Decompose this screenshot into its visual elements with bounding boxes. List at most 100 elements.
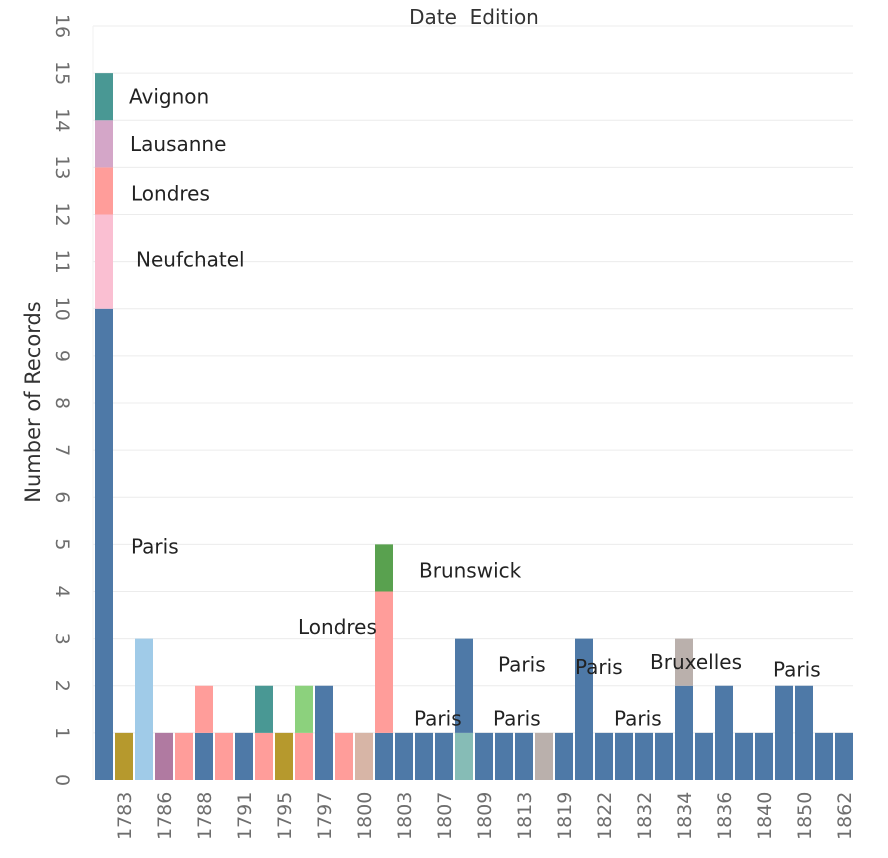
bar-segment[interactable]: [175, 732, 193, 780]
bar-segment[interactable]: [775, 685, 793, 780]
mark-label: Paris: [773, 657, 821, 681]
x-tick-label: 1862: [834, 792, 856, 840]
bars: [95, 73, 853, 780]
bar-segment[interactable]: [295, 732, 313, 780]
y-tick-label: 8: [51, 397, 73, 409]
gridlines: [92, 25, 853, 780]
mark-label: Paris: [614, 707, 662, 731]
x-tick-label: 1822: [594, 792, 616, 840]
bar-segment[interactable]: [835, 732, 853, 780]
y-tick-label: 4: [51, 585, 73, 597]
mark-label: Avignon: [129, 85, 209, 109]
x-tick-label: 1850: [794, 792, 816, 840]
mark-label: Paris: [498, 653, 546, 677]
y-tick-label: 2: [51, 680, 73, 692]
bar-segment[interactable]: [675, 685, 693, 780]
x-tick-label: 1836: [714, 792, 736, 840]
bar-segment[interactable]: [255, 732, 273, 780]
bar-segment[interactable]: [215, 732, 233, 780]
bar-segment[interactable]: [415, 732, 433, 780]
bar-segment[interactable]: [315, 685, 333, 780]
y-tick-label: 10: [51, 297, 73, 321]
y-tick-label: 16: [51, 14, 73, 38]
bar-segment[interactable]: [435, 732, 453, 780]
bar-segment[interactable]: [95, 308, 113, 780]
bar-segment[interactable]: [375, 591, 393, 733]
bar-segment[interactable]: [155, 732, 173, 780]
bar-segment[interactable]: [515, 732, 533, 780]
bar-segment[interactable]: [595, 732, 613, 780]
chart-title: Date Edition: [409, 5, 539, 29]
bar-segment[interactable]: [95, 167, 113, 215]
bar-segment[interactable]: [115, 732, 133, 780]
y-axis-title: Number of Records: [21, 301, 45, 502]
mark-labels: Avignon Lausanne Londres Neufchatel Paris Lon…: [129, 85, 821, 731]
x-tick-label: 1834: [674, 792, 696, 840]
bar-segment[interactable]: [695, 732, 713, 780]
x-tick-label: 1788: [194, 792, 216, 840]
y-tick-label: 9: [51, 350, 73, 362]
y-tick-label: 5: [51, 538, 73, 550]
bar-segment[interactable]: [495, 732, 513, 780]
bar-segment[interactable]: [95, 214, 113, 309]
x-tick-label: 1797: [314, 792, 336, 840]
bar-segment[interactable]: [755, 732, 773, 780]
bar-segment[interactable]: [255, 685, 273, 733]
x-tick-label: 1783: [114, 792, 136, 840]
bar-segment[interactable]: [655, 732, 673, 780]
x-tick-label: 1803: [394, 792, 416, 840]
bar-segment[interactable]: [635, 732, 653, 780]
x-tick-label: 1840: [754, 792, 776, 840]
y-tick-label: 6: [51, 491, 73, 503]
bar-segment[interactable]: [135, 638, 153, 780]
bar-segment[interactable]: [95, 73, 113, 121]
y-tick-label: 15: [51, 61, 73, 85]
bar-segment[interactable]: [455, 638, 473, 733]
bar-segment[interactable]: [295, 685, 313, 733]
mark-label: Paris: [575, 655, 623, 679]
bar-segment[interactable]: [735, 732, 753, 780]
mark-label: Lausanne: [130, 132, 226, 156]
mark-label: Paris: [493, 707, 541, 731]
y-tick-label: 12: [51, 202, 73, 226]
x-tick-label: 1786: [154, 792, 176, 840]
x-tick-label: 1795: [274, 792, 296, 840]
bar-segment[interactable]: [555, 732, 573, 780]
y-tick-label: 7: [51, 444, 73, 456]
bar-segment[interactable]: [335, 732, 353, 780]
bar-segment[interactable]: [715, 685, 733, 780]
y-tick-label: 1: [51, 727, 73, 739]
bar-segment[interactable]: [455, 732, 473, 780]
bar-segment[interactable]: [275, 732, 293, 780]
x-tick-label: 1807: [434, 792, 456, 840]
bar-segment[interactable]: [95, 120, 113, 168]
mark-label: Bruxelles: [650, 650, 742, 674]
bar-segment[interactable]: [355, 732, 373, 780]
y-tick-label: 3: [51, 633, 73, 645]
bar-segment[interactable]: [235, 732, 253, 780]
bar-segment[interactable]: [575, 638, 593, 780]
mark-label: Brunswick: [419, 558, 522, 582]
bar-segment[interactable]: [535, 732, 553, 780]
x-tick-label: 1809: [474, 792, 496, 840]
x-tick-label: 1819: [554, 792, 576, 840]
y-tick-label: 11: [51, 250, 73, 274]
bar-segment[interactable]: [375, 732, 393, 780]
bar-segment[interactable]: [195, 732, 213, 780]
bar-segment[interactable]: [475, 732, 493, 780]
bar-segment[interactable]: [675, 638, 693, 686]
x-tick-label: 1832: [634, 792, 656, 840]
mark-label: Londres: [131, 181, 210, 205]
bar-segment[interactable]: [615, 732, 633, 780]
bar-segment[interactable]: [195, 685, 213, 733]
y-tick-label: 13: [51, 155, 73, 179]
mark-label: Londres: [298, 615, 377, 639]
bar-segment[interactable]: [395, 732, 413, 780]
mark-label: Neufchatel: [136, 247, 245, 271]
x-tick-label: 1791: [234, 792, 256, 840]
bar-segment[interactable]: [795, 685, 813, 780]
bar-segment[interactable]: [375, 544, 393, 592]
bar-segment[interactable]: [815, 732, 833, 780]
